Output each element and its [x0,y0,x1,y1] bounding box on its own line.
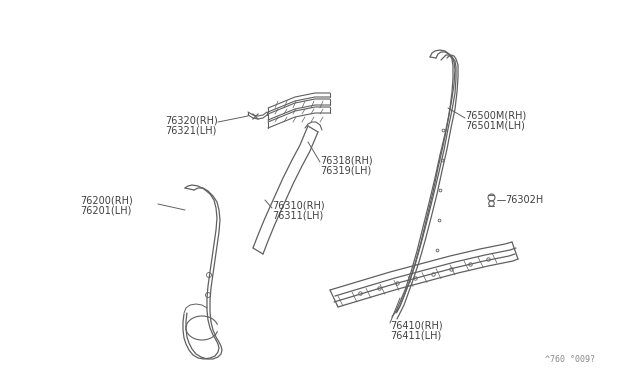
Text: 76501M(LH): 76501M(LH) [465,120,525,130]
Text: 76500M(RH): 76500M(RH) [465,110,526,120]
Text: 76201(LH): 76201(LH) [80,205,131,215]
Text: 76318(RH): 76318(RH) [320,155,372,165]
Text: ^760 °009?: ^760 °009? [545,356,595,365]
Text: 76411(LH): 76411(LH) [390,330,441,340]
Text: 76319(LH): 76319(LH) [320,165,371,175]
Text: 76311(LH): 76311(LH) [272,210,323,220]
Text: 76200(RH): 76200(RH) [80,195,132,205]
Text: 76410(RH): 76410(RH) [390,320,443,330]
Text: 76310(RH): 76310(RH) [272,200,324,210]
Text: 76320(RH): 76320(RH) [165,115,218,125]
Text: 76321(LH): 76321(LH) [165,125,216,135]
Text: 76302H: 76302H [505,195,543,205]
